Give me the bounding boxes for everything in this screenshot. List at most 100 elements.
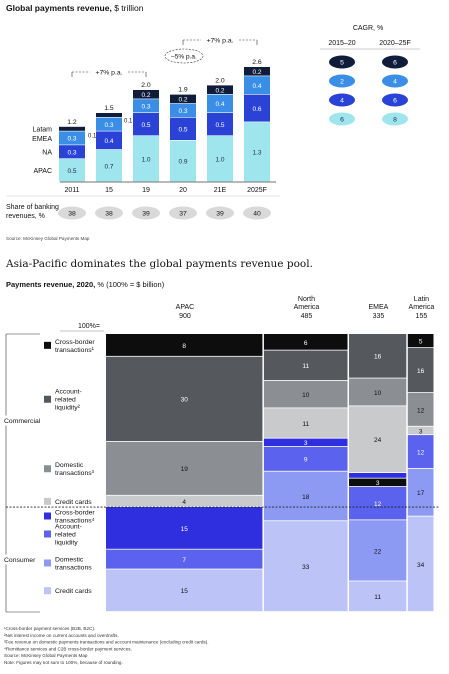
bar-na-20 xyxy=(170,117,196,140)
legend-label-dom_con-1: transactions xyxy=(55,565,92,572)
segment-north-america-cb_con xyxy=(263,438,348,447)
bar-label-emea-19: 0.3 xyxy=(141,104,150,111)
segment-emea-cb_con xyxy=(349,473,407,478)
col-total-north-america: 485 xyxy=(301,313,313,320)
bar-label-apac-21E: 1.0 xyxy=(215,156,224,163)
segment-label-latin-america-4: 12 xyxy=(417,449,425,456)
chart1-title: Global payments revenue, $ trillion xyxy=(6,3,144,13)
bar-emea-2011 xyxy=(59,131,85,145)
share-value-2025F: 40 xyxy=(253,211,261,218)
share-pill-2011 xyxy=(58,206,86,220)
segment-label-latin-america-2: 12 xyxy=(417,407,425,414)
cagr-value-2-0: 4 xyxy=(340,98,344,105)
bar-label-na-20: 0.5 xyxy=(178,127,187,134)
segment-latin-america-acct_con xyxy=(407,435,434,468)
legend-label-dom_com-1: transactions³ xyxy=(55,470,95,477)
segment-north-america-cb_com xyxy=(263,334,348,350)
legend-label-cc_com-0: Credit cards xyxy=(55,499,92,506)
footnote-5: Note: Figures may not sum to 100%, becau… xyxy=(4,660,123,665)
share-pill-20 xyxy=(169,206,197,220)
bar-label-apac-15: 0.7 xyxy=(104,163,113,170)
bar-latam-21E xyxy=(207,85,233,94)
segment-label-latin-america-3: 3 xyxy=(419,428,423,435)
legend-label-acct-2: liquidity² xyxy=(55,405,81,412)
bar-apac-2011 xyxy=(59,159,85,182)
legend-swatch-acct_con xyxy=(44,530,51,538)
bar-label-latam-15: 0.1 xyxy=(124,119,133,125)
bar-latam-2025F xyxy=(244,67,270,76)
segment-latin-america-dom_com xyxy=(407,392,434,426)
segment-label-apac-3: 4 xyxy=(182,499,186,506)
cagr-pill-3-1 xyxy=(382,112,408,126)
col-header-north-america-0: North xyxy=(298,296,315,303)
segment-apac-acct_con xyxy=(106,549,263,569)
bar-latam-15 xyxy=(96,113,122,117)
bar-apac-2025F xyxy=(244,122,270,182)
segment-label-latin-america-5: 17 xyxy=(417,490,425,497)
segment-label-apac-0: 8 xyxy=(182,343,186,350)
segment-label-north-america-4: 3 xyxy=(304,440,308,447)
segment-label-apac-1: 30 xyxy=(181,397,189,404)
col-header-latin-america-0: Latin xyxy=(414,296,429,303)
bar-label-emea-2025F: 0.4 xyxy=(252,83,261,90)
segment-north-america-dom_con xyxy=(263,471,348,521)
bar-label-latam-19: 0.2 xyxy=(141,92,150,99)
segment-label-latin-america-6: 34 xyxy=(417,562,425,569)
chart2-title: Payments revenue, 2020, % (100% = $ bill… xyxy=(6,280,165,289)
bar-apac-15 xyxy=(96,149,122,182)
legend-swatch-cc_com xyxy=(44,497,51,505)
cagr-header: CAGR, % xyxy=(353,25,383,32)
bar-label-na-21E: 0.5 xyxy=(215,122,224,129)
cagr-col-2015-20: 2015–20 xyxy=(328,40,355,47)
chart1-title-unit: $ trillion xyxy=(114,3,144,13)
col-total-apac: 900 xyxy=(179,313,191,320)
bar-label-na-2011: 0.3 xyxy=(67,150,76,157)
bar-total-2025F: 2.6 xyxy=(252,59,262,66)
legend-swatch-cb_com xyxy=(44,341,51,349)
cagr-value-2-1: 6 xyxy=(393,98,397,105)
legend-label-dom_con-0: Domestic xyxy=(55,557,84,564)
share-value-15: 38 xyxy=(105,211,113,218)
col-header-latin-america-1: America xyxy=(409,304,435,311)
share-value-20: 37 xyxy=(179,211,187,218)
bar-label-latam-21E: 0.2 xyxy=(215,87,224,94)
segment-label-emea-5: 12 xyxy=(374,501,382,508)
segment-apac-acct xyxy=(106,356,263,441)
legend-label-cb_com-0: Cross-border xyxy=(55,339,95,346)
bar-na-19 xyxy=(133,113,159,136)
chart2-title-unit: % (100% = $ billion) xyxy=(97,280,164,289)
segment-latin-america-acct xyxy=(407,348,434,393)
bar-label-apac-20: 0.9 xyxy=(178,159,187,166)
cagr-value-1-0: 2 xyxy=(340,79,344,86)
col-header-apac-0: APAC xyxy=(176,304,195,311)
legend-label-cb_con-1: transactions⁴ xyxy=(55,518,95,525)
bar-na-15 xyxy=(96,131,122,150)
col-total-emea: 335 xyxy=(373,313,385,320)
share-label-line1: Share of banking xyxy=(6,204,59,211)
segment-emea-dom_con xyxy=(349,520,407,581)
segment-label-north-america-6: 18 xyxy=(302,494,310,501)
bracket-20-2025-label: +7% p.a. xyxy=(206,38,233,45)
bar-total-15: 1.5 xyxy=(104,105,114,112)
col-header-north-america-1: America xyxy=(294,304,320,311)
bracket-2011-19-bg xyxy=(90,67,128,76)
segment-latin-america-cc_con xyxy=(407,516,434,612)
share-pill-19 xyxy=(132,206,160,220)
segment-emea-acct_con xyxy=(349,486,407,520)
cagr-pill-0-0 xyxy=(329,55,355,69)
segment-label-north-america-5: 9 xyxy=(304,457,308,464)
covid-drop-ellipse xyxy=(164,48,204,64)
segment-label-emea-0: 16 xyxy=(374,354,382,361)
bar-latam-2011 xyxy=(59,126,85,131)
cagr-value-0-1: 6 xyxy=(393,60,397,67)
legend-swatch-cc_con xyxy=(44,587,51,595)
cagr-value-1-1: 4 xyxy=(393,79,397,86)
footnote-2: ³Fee revenue on domestic payments transa… xyxy=(4,640,209,645)
segment-north-america-dom_com xyxy=(263,380,348,408)
segment-label-emea-7: 11 xyxy=(374,594,381,601)
segment-label-north-america-3: 11 xyxy=(302,421,309,428)
group-consumer-bg xyxy=(2,554,40,565)
share-value-21E: 39 xyxy=(216,211,224,218)
legend-emea: EMEA xyxy=(32,136,52,143)
segment-north-america-acct_con xyxy=(263,446,348,471)
